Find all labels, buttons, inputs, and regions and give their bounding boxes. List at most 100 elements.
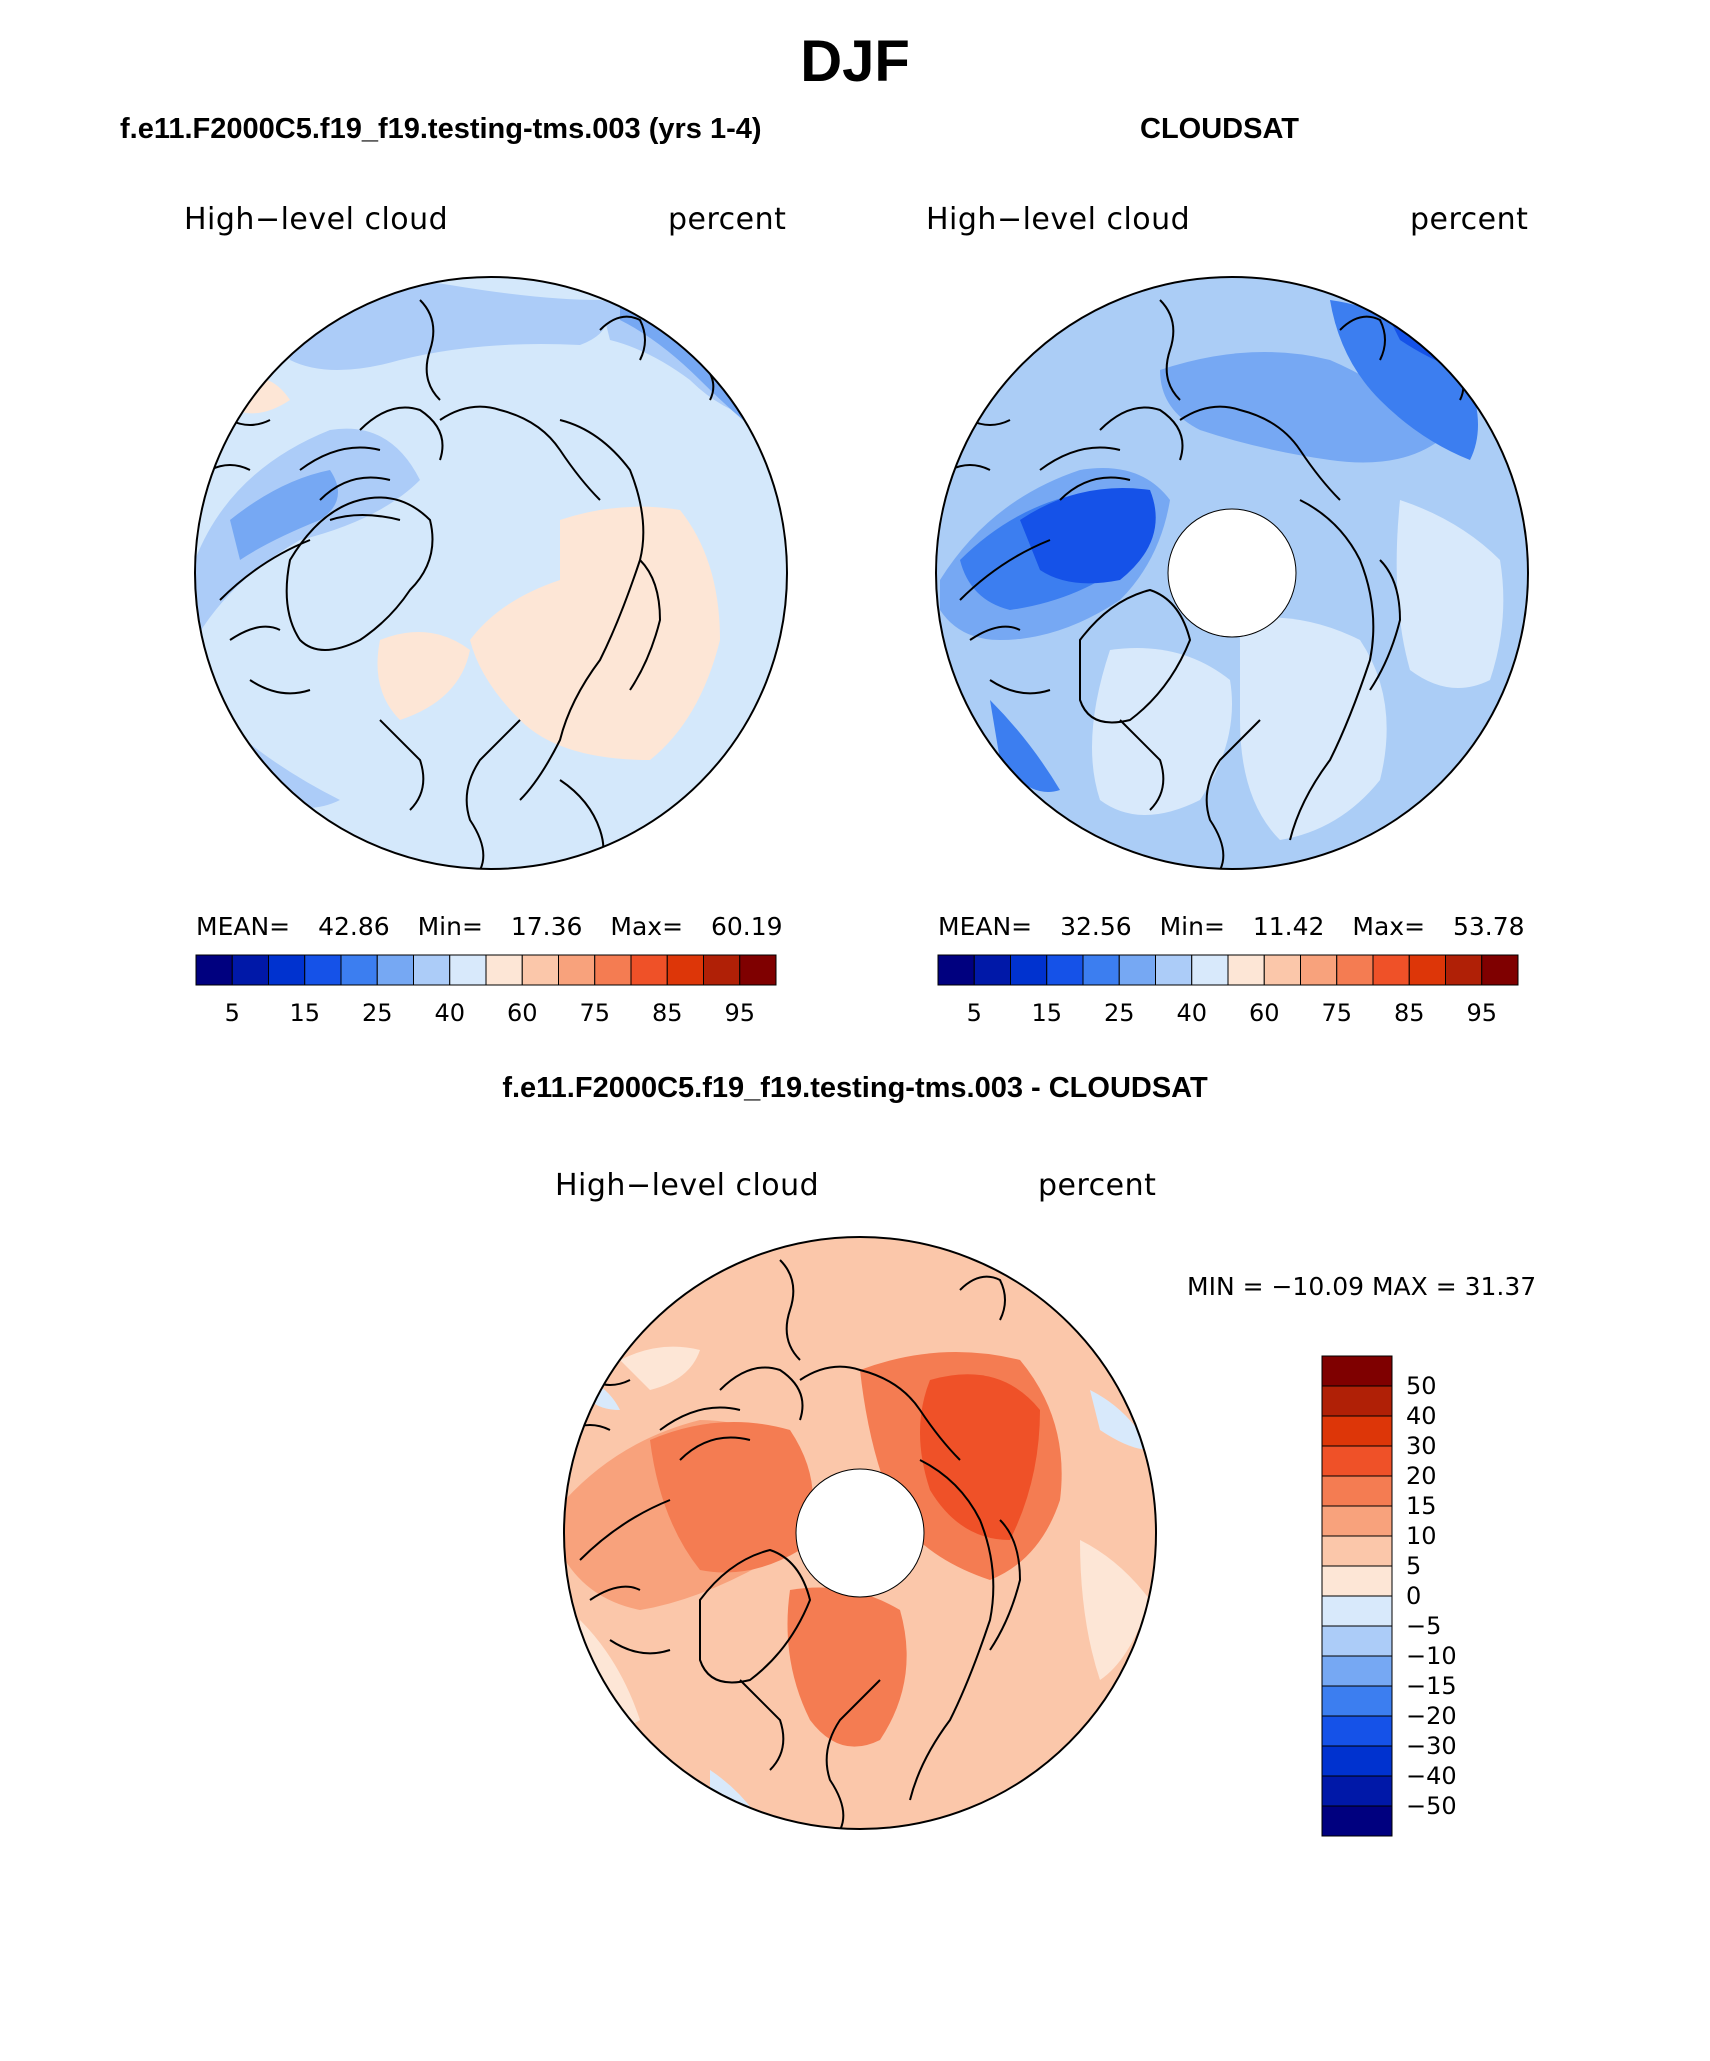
model-mean-value: 42.86 <box>318 912 390 941</box>
model-colorbar-swatch <box>304 954 342 986</box>
diff-colorbar-swatch <box>1321 1385 1393 1417</box>
diff-colorbar-swatch <box>1321 1745 1393 1777</box>
diff-minmax-text: MIN = −10.09 MAX = 31.37 <box>1187 1272 1537 1301</box>
obs-colorbar-swatch <box>1227 954 1265 986</box>
model-colorbar-swatch <box>666 954 704 986</box>
diff-colorbar-tick-label: 50 <box>1406 1372 1437 1400</box>
obs-colorbar-swatch <box>1336 954 1374 986</box>
diff-colorbar-tick-label: 15 <box>1406 1492 1437 1520</box>
model-colorbar-tick-label: 85 <box>651 999 683 1027</box>
obs-colorbar-swatch <box>1263 954 1301 986</box>
diff-colorbar-swatch <box>1321 1805 1393 1837</box>
diff-colorbar-swatch <box>1321 1655 1393 1687</box>
diff-colorbar-tick-label: 5 <box>1406 1552 1422 1580</box>
obs-colorbar-tick-label: 40 <box>1176 999 1208 1027</box>
obs-map-border <box>935 276 1529 870</box>
model-colorbar-swatch <box>485 954 523 986</box>
diff-polar-gap <box>795 1468 925 1598</box>
model-colorbar-swatch <box>340 954 378 986</box>
obs-mean-value: 32.56 <box>1060 912 1132 941</box>
diff-colorbar-swatch <box>1321 1625 1393 1657</box>
diff-units-label: percent <box>1038 1168 1157 1203</box>
obs-min-value: 11.42 <box>1252 912 1325 941</box>
obs-variable-label: High−level cloud <box>926 202 1191 237</box>
diff-colorbar-swatch <box>1321 1565 1393 1597</box>
obs-polar-gap <box>1167 508 1297 638</box>
obs-colorbar <box>937 954 1519 986</box>
obs-colorbar-tick-label: 5 <box>966 999 982 1027</box>
diff-colorbar-swatch <box>1321 1715 1393 1747</box>
model-coastlines <box>209 299 715 869</box>
diff-colorbar-tick-label: 30 <box>1406 1432 1437 1460</box>
model-max-value: 60.19 <box>711 912 783 941</box>
model-colorbar-swatch <box>521 954 559 986</box>
model-colorbar-swatch <box>739 954 777 986</box>
model-map-border <box>194 276 788 870</box>
obs-colorbar-swatch <box>1481 954 1519 986</box>
diff-colorbar-swatch <box>1321 1775 1393 1807</box>
model-colorbar <box>195 954 777 986</box>
model-min-label: Min= <box>417 912 483 941</box>
model-map <box>194 276 788 870</box>
model-colorbar-swatch <box>231 954 269 986</box>
model-max-label: Max= <box>610 912 684 941</box>
obs-mean-label: MEAN= <box>938 912 1033 941</box>
diff-colorbar-swatch <box>1321 1445 1393 1477</box>
obs-colorbar-swatch <box>1010 954 1048 986</box>
obs-cloud-contours <box>940 300 1504 840</box>
diff-colorbar <box>1321 1355 1393 1837</box>
obs-colorbar-swatch <box>1046 954 1084 986</box>
model-colorbar-swatch <box>449 954 487 986</box>
obs-max-label: Max= <box>1352 912 1426 941</box>
diff-colorbar-tick-label: −20 <box>1406 1702 1457 1730</box>
diff-colorbar-tick-label: −5 <box>1406 1612 1442 1640</box>
diff-colorbar-tick-label: −30 <box>1406 1732 1457 1760</box>
obs-coastlines <box>949 299 1465 869</box>
diff-colorbar-tick-label: 0 <box>1406 1582 1422 1610</box>
obs-max-value: 53.78 <box>1453 912 1525 941</box>
diff-map <box>563 1236 1157 1830</box>
diff-colorbar-swatch <box>1321 1355 1393 1387</box>
model-colorbar-swatch <box>558 954 596 986</box>
model-units-label: percent <box>668 202 787 237</box>
obs-colorbar-swatch <box>1118 954 1156 986</box>
obs-colorbar-swatch <box>1191 954 1229 986</box>
diff-variable-label: High−level cloud <box>555 1168 820 1203</box>
model-colorbar-swatch <box>703 954 741 986</box>
model-colorbar-swatch <box>268 954 306 986</box>
panel-diff-title: f.e11.F2000C5.f19_f19.testing-tms.003 - … <box>502 1072 1208 1104</box>
diff-colorbar-swatch <box>1321 1685 1393 1717</box>
model-colorbar-swatch <box>195 954 233 986</box>
model-colorbar-tick-label: 60 <box>506 999 538 1027</box>
model-colorbar-tick-label: 15 <box>289 999 321 1027</box>
model-colorbar-swatch <box>630 954 668 986</box>
diff-colorbar-swatch <box>1321 1595 1393 1627</box>
obs-colorbar-tick-label: 15 <box>1031 999 1063 1027</box>
model-colorbar-tick-label: 75 <box>579 999 611 1027</box>
diff-map-border <box>563 1236 1157 1830</box>
model-colorbar-tick-label: 95 <box>724 999 756 1027</box>
diff-colorbar-swatch <box>1321 1505 1393 1537</box>
panel-obs-title: CLOUDSAT <box>1140 113 1299 145</box>
diff-colorbar-tick-label: 10 <box>1406 1522 1437 1550</box>
obs-colorbar-swatch <box>1372 954 1410 986</box>
obs-colorbar-swatch <box>973 954 1011 986</box>
diff-colorbar-tick-label: −40 <box>1406 1762 1457 1790</box>
obs-colorbar-tick-label: 25 <box>1103 999 1135 1027</box>
diff-colorbar-tick-label: 40 <box>1406 1402 1437 1430</box>
panel-model-title: f.e11.F2000C5.f19_f19.testing-tms.003 (y… <box>120 113 762 145</box>
diff-colorbar-tick-label: −50 <box>1406 1792 1457 1820</box>
obs-colorbar-tick-label: 85 <box>1393 999 1425 1027</box>
diff-colorbar-swatch <box>1321 1415 1393 1447</box>
obs-colorbar-swatch <box>1155 954 1193 986</box>
obs-map <box>935 276 1529 870</box>
obs-colorbar-tick-label: 75 <box>1321 999 1353 1027</box>
model-variable-label: High−level cloud <box>184 202 449 237</box>
obs-colorbar-swatch <box>1300 954 1338 986</box>
obs-units-label: percent <box>1410 202 1529 237</box>
model-colorbar-swatch <box>376 954 414 986</box>
obs-min-label: Min= <box>1159 912 1225 941</box>
diff-colorbar-swatch <box>1321 1535 1393 1567</box>
obs-colorbar-swatch <box>1408 954 1446 986</box>
